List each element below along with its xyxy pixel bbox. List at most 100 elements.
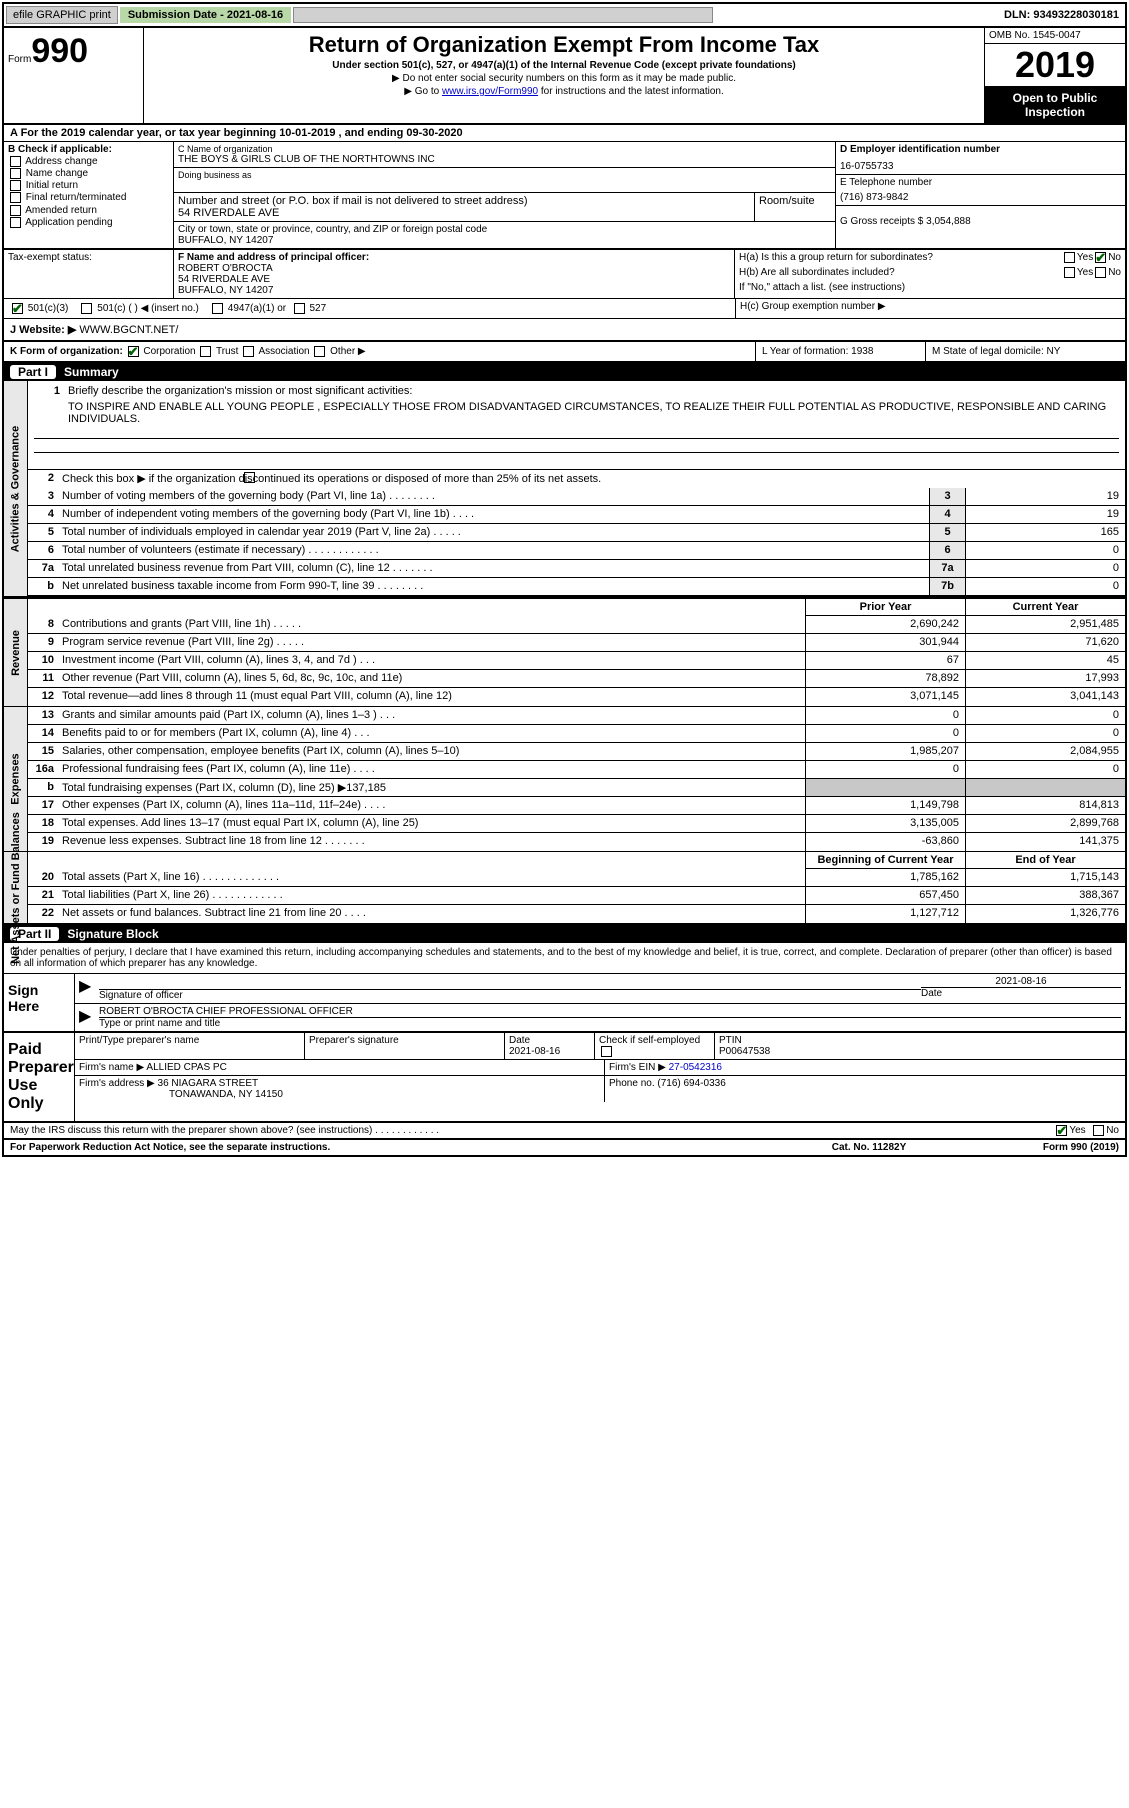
cb-501c3[interactable] xyxy=(12,303,23,314)
sig-officer-label: Signature of officer xyxy=(99,990,921,1001)
subtitle-2: ▶ Do not enter social security numbers o… xyxy=(152,73,976,84)
firm-ein: 27-0542316 xyxy=(669,1062,722,1073)
line-9: 9Program service revenue (Part VIII, lin… xyxy=(28,634,1125,652)
efile-print-button[interactable]: efile GRAPHIC print xyxy=(6,6,118,24)
cb-501c[interactable] xyxy=(81,303,92,314)
cb-final-return[interactable] xyxy=(10,192,21,203)
tax-status-row: 501(c)(3) 501(c) ( ) ◀ (insert no.) 4947… xyxy=(4,299,1125,319)
firm-addr-label: Firm's address ▶ xyxy=(79,1078,155,1089)
netassets-section: Net Assets or Fund Balances Beginning of… xyxy=(4,852,1125,925)
arrow-icon-2: ▶ xyxy=(79,1006,99,1029)
officer-addr2: BUFFALO, NY 14207 xyxy=(178,285,273,296)
irs-link[interactable]: www.irs.gov/Form990 xyxy=(442,86,538,97)
cb-assoc[interactable] xyxy=(243,346,254,357)
submission-date: Submission Date - 2021-08-16 xyxy=(120,7,291,23)
cb-initial-return[interactable] xyxy=(10,180,21,191)
line-11: 11Other revenue (Part VIII, column (A), … xyxy=(28,670,1125,688)
officer-h-row: Tax-exempt status: F Name and address of… xyxy=(4,250,1125,299)
box-c: C Name of organization THE BOYS & GIRLS … xyxy=(174,142,835,248)
date-label: Date xyxy=(921,988,1121,999)
org-name-label: C Name of organization xyxy=(178,144,831,154)
ein: 16-0755733 xyxy=(840,161,1121,172)
line-18: 18Total expenses. Add lines 13–17 (must … xyxy=(28,815,1125,833)
line-21: 21Total liabilities (Part X, line 26) . … xyxy=(28,887,1125,905)
dln: DLN: 93493228030181 xyxy=(998,7,1125,23)
cb-corp[interactable] xyxy=(128,346,139,357)
website-url: WWW.BGCNT.NET/ xyxy=(79,324,178,336)
firm-ein-label: Firm's EIN ▶ xyxy=(609,1062,666,1073)
hdr-end: End of Year xyxy=(965,852,1125,869)
cb-trust[interactable] xyxy=(200,346,211,357)
open-inspection: Open to Public Inspection xyxy=(985,87,1125,123)
ein-label: D Employer identification number xyxy=(840,144,1000,155)
firm-name: ALLIED CPAS PC xyxy=(146,1062,226,1073)
cb-address-change[interactable] xyxy=(10,156,21,167)
k-label: K Form of organization: xyxy=(10,346,123,357)
footer-cat: Cat. No. 11282Y xyxy=(769,1142,969,1153)
summary-line-4: 4Number of independent voting members of… xyxy=(28,506,1125,524)
hc-label: H(c) Group exemption number ▶ xyxy=(735,299,1125,318)
line-8: 8Contributions and grants (Part VIII, li… xyxy=(28,616,1125,634)
revenue-section: Revenue Prior YearCurrent Year 8Contribu… xyxy=(4,599,1125,707)
officer-label: F Name and address of principal officer: xyxy=(178,252,369,263)
ha-yes[interactable] xyxy=(1064,252,1075,263)
line-19: 19Revenue less expenses. Subtract line 1… xyxy=(28,833,1125,851)
lbl-address-change: Address change xyxy=(25,156,97,167)
gross-receipts: G Gross receipts $ 3,054,888 xyxy=(840,216,1121,227)
name-title-label: Type or print name and title xyxy=(99,1018,1121,1029)
line-14: 14Benefits paid to or for members (Part … xyxy=(28,725,1125,743)
hb2-label: If "No," attach a list. (see instruction… xyxy=(735,280,1125,295)
hdr-prior: Prior Year xyxy=(805,599,965,616)
website-label: J Website: ▶ xyxy=(10,324,76,336)
box-k: K Form of organization: Corporation Trus… xyxy=(4,342,755,361)
pt-date: 2021-08-16 xyxy=(509,1046,560,1057)
cb-discontinued[interactable] xyxy=(244,472,255,483)
tax-exempt-cell: Tax-exempt status: xyxy=(4,250,174,298)
org-name-cell: C Name of organization THE BOYS & GIRLS … xyxy=(174,142,835,168)
phone-cell: E Telephone number (716) 873-9842 xyxy=(836,175,1125,206)
addr-row: Number and street (or P.O. box if mail i… xyxy=(174,193,835,222)
tax-year: 2019 xyxy=(985,44,1125,87)
hb-yes[interactable] xyxy=(1064,267,1075,278)
discuss-yes[interactable] xyxy=(1056,1125,1067,1136)
ptin-label: PTIN xyxy=(719,1035,742,1046)
hb-no[interactable] xyxy=(1095,267,1106,278)
discuss-no[interactable] xyxy=(1093,1125,1104,1136)
side-ag: Activities & Governance xyxy=(4,381,28,596)
summary-line-5: 5Total number of individuals employed in… xyxy=(28,524,1125,542)
website-row: J Website: ▶ WWW.BGCNT.NET/ xyxy=(4,319,1125,342)
right-boxes: D Employer identification number 16-0755… xyxy=(835,142,1125,248)
cb-self-employed[interactable] xyxy=(601,1046,612,1057)
l1-label: Briefly describe the organization's miss… xyxy=(64,383,1119,401)
form-big: 990 xyxy=(31,32,88,70)
footer-right: Form 990 (2019) xyxy=(969,1142,1119,1153)
officer-addr1: 54 RIVERDALE AVE xyxy=(178,274,270,285)
mission-text: TO INSPIRE AND ENABLE ALL YOUNG PEOPLE ,… xyxy=(34,401,1119,425)
city-label: City or town, state or province, country… xyxy=(178,224,831,235)
line-20: 20Total assets (Part X, line 16) . . . .… xyxy=(28,869,1125,887)
line-10: 10Investment income (Part VIII, column (… xyxy=(28,652,1125,670)
cb-name-change[interactable] xyxy=(10,168,21,179)
lbl-initial-return: Initial return xyxy=(26,180,78,191)
street-label: Number and street (or P.O. box if mail i… xyxy=(178,195,750,207)
cb-527[interactable] xyxy=(294,303,305,314)
line-22: 22Net assets or fund balances. Subtract … xyxy=(28,905,1125,923)
cb-app-pending[interactable] xyxy=(10,217,21,228)
cb-amended[interactable] xyxy=(10,205,21,216)
part2-header: Part II Signature Block xyxy=(4,925,1125,943)
firm-addr1: 36 NIAGARA STREET xyxy=(158,1078,259,1089)
lbl-app-pending: Application pending xyxy=(25,217,112,228)
form-990-page: efile GRAPHIC print Submission Date - 20… xyxy=(2,2,1127,1157)
tax-exempt-label: Tax-exempt status: xyxy=(8,252,169,263)
discuss-row: May the IRS discuss this return with the… xyxy=(4,1123,1125,1140)
pt-sig-label: Preparer's signature xyxy=(305,1033,505,1059)
line-16a: 16aProfessional fundraising fees (Part I… xyxy=(28,761,1125,779)
cb-4947[interactable] xyxy=(212,303,223,314)
subtitle-3: ▶ Go to www.irs.gov/Form990 for instruct… xyxy=(152,86,976,97)
officer-cell: F Name and address of principal officer:… xyxy=(174,250,735,298)
ha-no[interactable] xyxy=(1095,252,1106,263)
sub3-post: for instructions and the latest informat… xyxy=(538,86,724,97)
footer-left: For Paperwork Reduction Act Notice, see … xyxy=(10,1142,769,1153)
cb-other[interactable] xyxy=(314,346,325,357)
room-label: Room/suite xyxy=(759,195,831,207)
